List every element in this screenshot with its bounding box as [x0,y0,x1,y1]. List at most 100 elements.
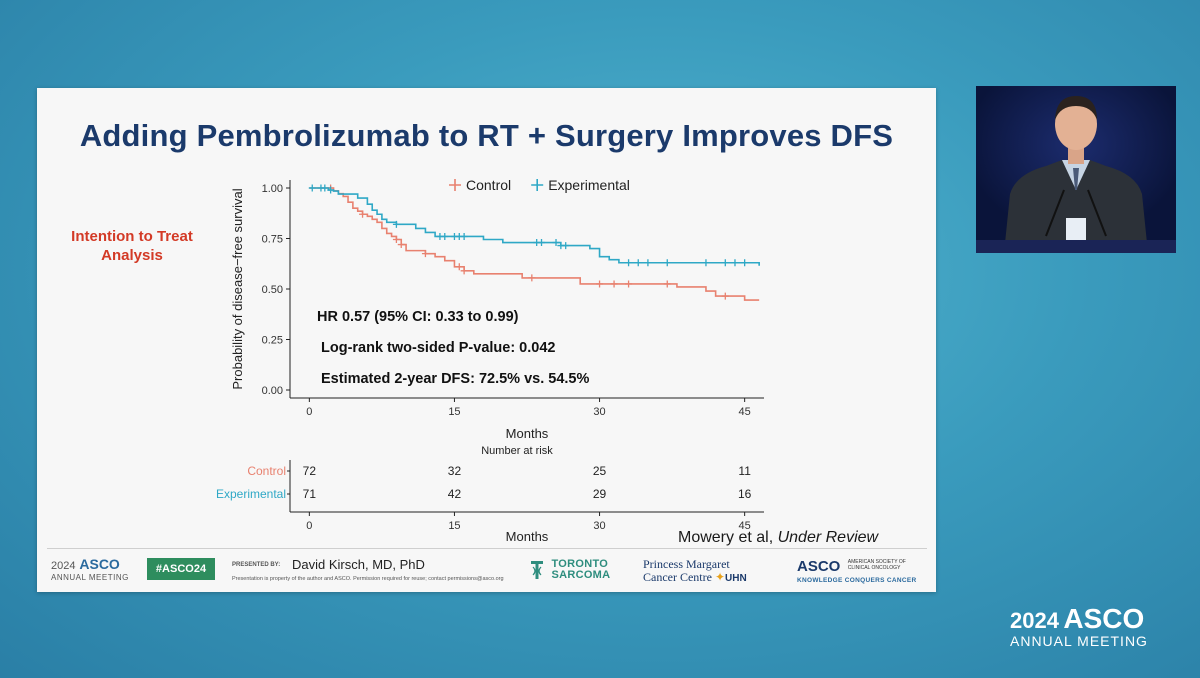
analysis-label-line1: Intention to Treat [71,228,193,245]
watermark-year: 2024 [1010,608,1059,633]
risk-count: 29 [593,487,607,501]
x-axis-label: Months [506,426,549,441]
watermark-annual-meeting: ANNUAL MEETING [1010,633,1148,649]
censor-mark-control [625,280,633,288]
citation-authors: Mowery et al, [678,529,778,546]
annotation-2: Log-rank two-sided P-value: 0.042 [321,340,555,356]
legend-label-experimental: Experimental [548,177,630,193]
censor-mark-control [421,250,429,258]
censor-mark-experimental [634,259,642,267]
y-tick-label: 0.75 [262,234,283,246]
x-tick-label: 45 [739,406,751,418]
asco-society-l2: CLINICAL ONCOLOGY [847,565,901,571]
censor-mark-experimental [460,232,468,240]
risk-count: 25 [593,464,607,478]
y-tick-label: 0.00 [262,385,283,397]
asco-society-logo: ASCO AMERICAN SOCIETY OF CLINICAL ONCOLO… [797,558,916,584]
presented-by-label: PRESENTED BY: [232,562,281,568]
risk-row-label-control: Control [247,464,286,478]
watermark-asco: ASCO [1063,603,1145,634]
legend-label-control: Control [466,177,511,193]
x-tick-label: 0 [306,406,312,418]
annotation-1: HR 0.57 (95% CI: 0.33 to 0.99) [317,309,519,325]
toronto-line2: SARCOMA [551,569,611,581]
asco-society-l1: AMERICAN SOCIETY OF [847,559,906,565]
asco-society-word: ASCO [797,558,841,575]
censor-mark-control [397,241,405,249]
risk-count: 32 [448,464,462,478]
asco-year: 2024 [51,560,76,572]
censor-mark-experimental [731,259,739,267]
x-tick-label: 30 [593,406,605,418]
analysis-label-line2: Analysis [101,247,163,264]
slide-title: Adding Pembrolizumab to RT + Surgery Imp… [79,118,894,153]
risk-x-axis-label: Months [506,529,549,544]
censor-mark-experimental [663,259,671,267]
risk-row-label-experimental: Experimental [216,487,286,501]
toronto-t-icon [531,561,543,579]
censor-mark-experimental [392,220,400,228]
y-tick-label: 1.00 [262,183,283,195]
censor-mark-experimental [321,184,329,192]
censor-mark-experimental [308,184,316,192]
toronto-line1: TORONTO [551,558,609,570]
y-axis-label: Probability of disease−free survival [230,188,245,389]
censor-mark-control [663,280,671,288]
censor-mark-control [528,274,536,282]
censor-mark-experimental [644,259,652,267]
km-curve-experimental [309,187,760,266]
censor-mark-control [596,280,604,288]
asco-annual-meeting-watermark: 2024 ASCO ANNUAL MEETING [1010,603,1148,649]
pm-line2: Cancer Centre [643,570,712,584]
censor-mark-experimental [702,259,710,267]
risk-count: 72 [303,464,317,478]
disclaimer-text: Presentation is property of the author a… [232,576,504,582]
censor-mark-control [460,267,468,275]
asco-sub: ANNUAL MEETING [51,573,129,582]
legend-swatch-control [449,179,461,191]
censor-mark-control [455,263,463,271]
asco-annual-meeting-logo: 2024 ASCO ANNUAL MEETING [51,556,129,583]
censor-mark-experimental [441,232,449,240]
risk-count: 16 [738,487,752,501]
risk-x-tick-label: 45 [739,520,751,532]
princess-margaret-logo: Princess Margaret Cancer Centre ✦UHN [643,558,747,585]
risk-table-title: Number at risk [481,445,553,457]
citation-status: Under Review [777,529,879,546]
pm-uhn: UHN [725,573,747,584]
risk-x-tick-label: 30 [593,520,605,532]
censor-mark-experimental [741,259,749,267]
annotation-3: Estimated 2-year DFS: 72.5% vs. 54.5% [321,371,589,387]
censor-mark-experimental [552,239,560,247]
censor-mark-control [610,280,618,288]
speaker-video [976,86,1176,253]
risk-count: 42 [448,487,462,501]
risk-count: 11 [738,464,751,478]
censor-mark-control [359,210,367,218]
censor-mark-experimental [625,259,633,267]
censor-mark-experimental [721,259,729,267]
km-curve-control [309,187,760,301]
footer-divider [47,548,927,549]
pm-line1: Princess Margaret [643,557,730,571]
risk-x-tick-label: 15 [448,520,460,532]
censor-mark-control [721,292,729,300]
censor-mark-experimental [538,239,546,247]
censor-mark-experimental [327,186,335,194]
speaker-figure-icon [976,86,1176,253]
x-tick-label: 15 [448,406,460,418]
analysis-label: Intention to Treat Analysis [47,227,217,265]
asco-society-tagline: KNOWLEDGE CONQUERS CANCER [797,577,917,584]
kaplan-meier-chart: 0.00 0.25 0.50 0.75 1.00 0 15 30 45 Months Probabi… [216,177,764,544]
asco-word: ASCO [79,556,120,572]
citation: Mowery et al, Under Review [678,529,878,547]
censor-mark-control [392,236,400,244]
censor-mark-experimental [562,242,570,250]
uhn-star-icon: ✦ [714,570,726,584]
y-tick-label: 0.50 [262,284,283,296]
hashtag-badge: #ASCO24 [147,558,215,580]
y-tick-label: 0.25 [262,335,283,347]
presenter-name: David Kirsch, MD, PhD [292,557,425,572]
toronto-sarcoma-logo: TORONTO SARCOMA [530,559,610,581]
risk-x-tick-label: 0 [306,520,312,532]
